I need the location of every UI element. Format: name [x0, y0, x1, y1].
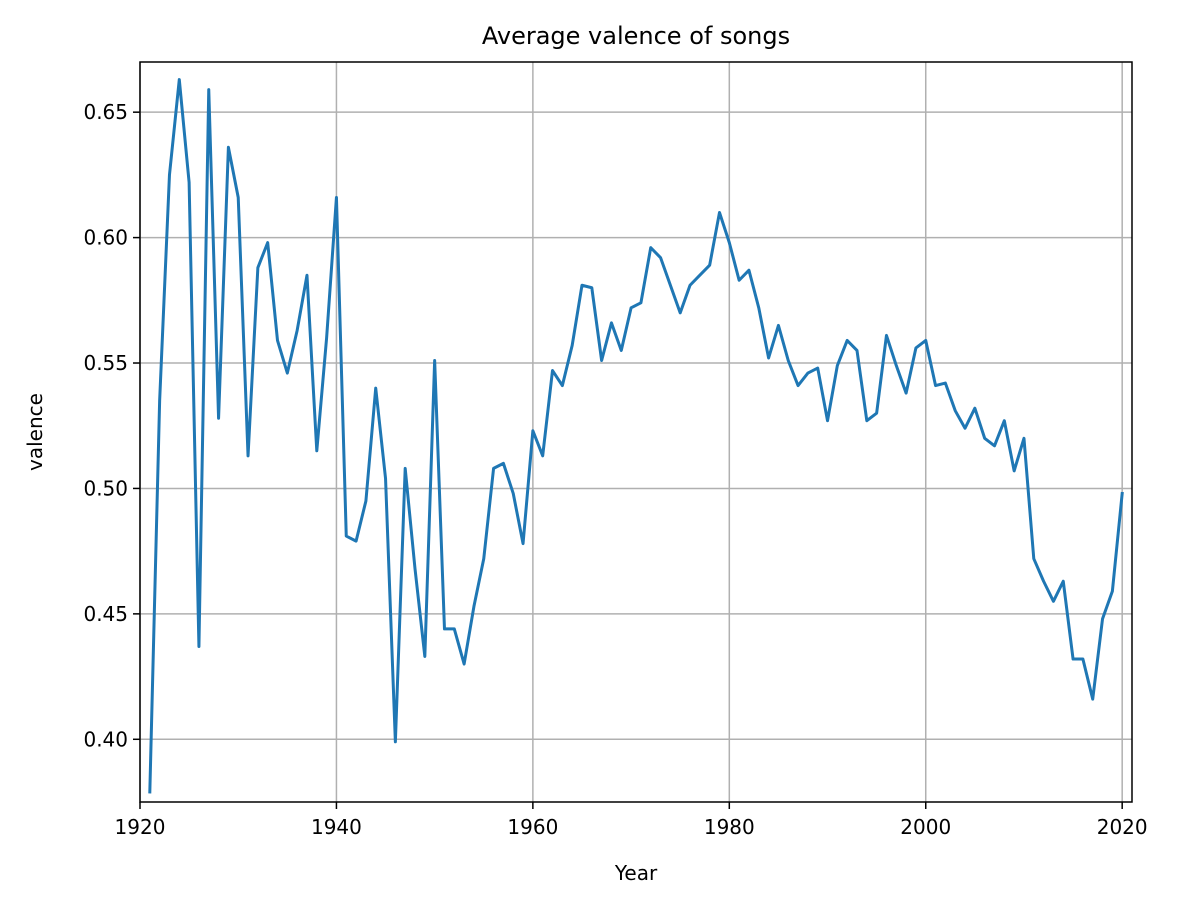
plot-frame	[139, 61, 1133, 803]
series-lines	[148, 78, 1124, 794]
y-tick-label: 0.65	[83, 100, 128, 124]
y-tick-label: 0.45	[83, 602, 128, 626]
x-axis-label: Year	[614, 861, 658, 885]
grid-lines	[139, 62, 1132, 802]
y-axis-label: valence	[23, 393, 47, 471]
x-tick-label: 1980	[704, 815, 755, 839]
axis-ticks: 1920 1940 1960 1980 2000 2020 0.40 0.45 0.50 0.55…	[83, 100, 1147, 839]
y-tick-label: 0.60	[83, 226, 128, 250]
x-tick-label: 1920	[115, 815, 166, 839]
x-tick-label: 2000	[900, 815, 951, 839]
y-tick-label: 0.40	[83, 727, 128, 751]
chart-title: Average valence of songs	[482, 22, 790, 50]
x-tick-label: 1960	[507, 815, 558, 839]
x-tick-label: 1940	[311, 815, 362, 839]
valence-series-line	[148, 78, 1124, 794]
y-tick-label: 0.55	[83, 351, 128, 375]
y-tick-label: 0.50	[83, 476, 128, 500]
x-tick-label: 2020	[1097, 815, 1148, 839]
